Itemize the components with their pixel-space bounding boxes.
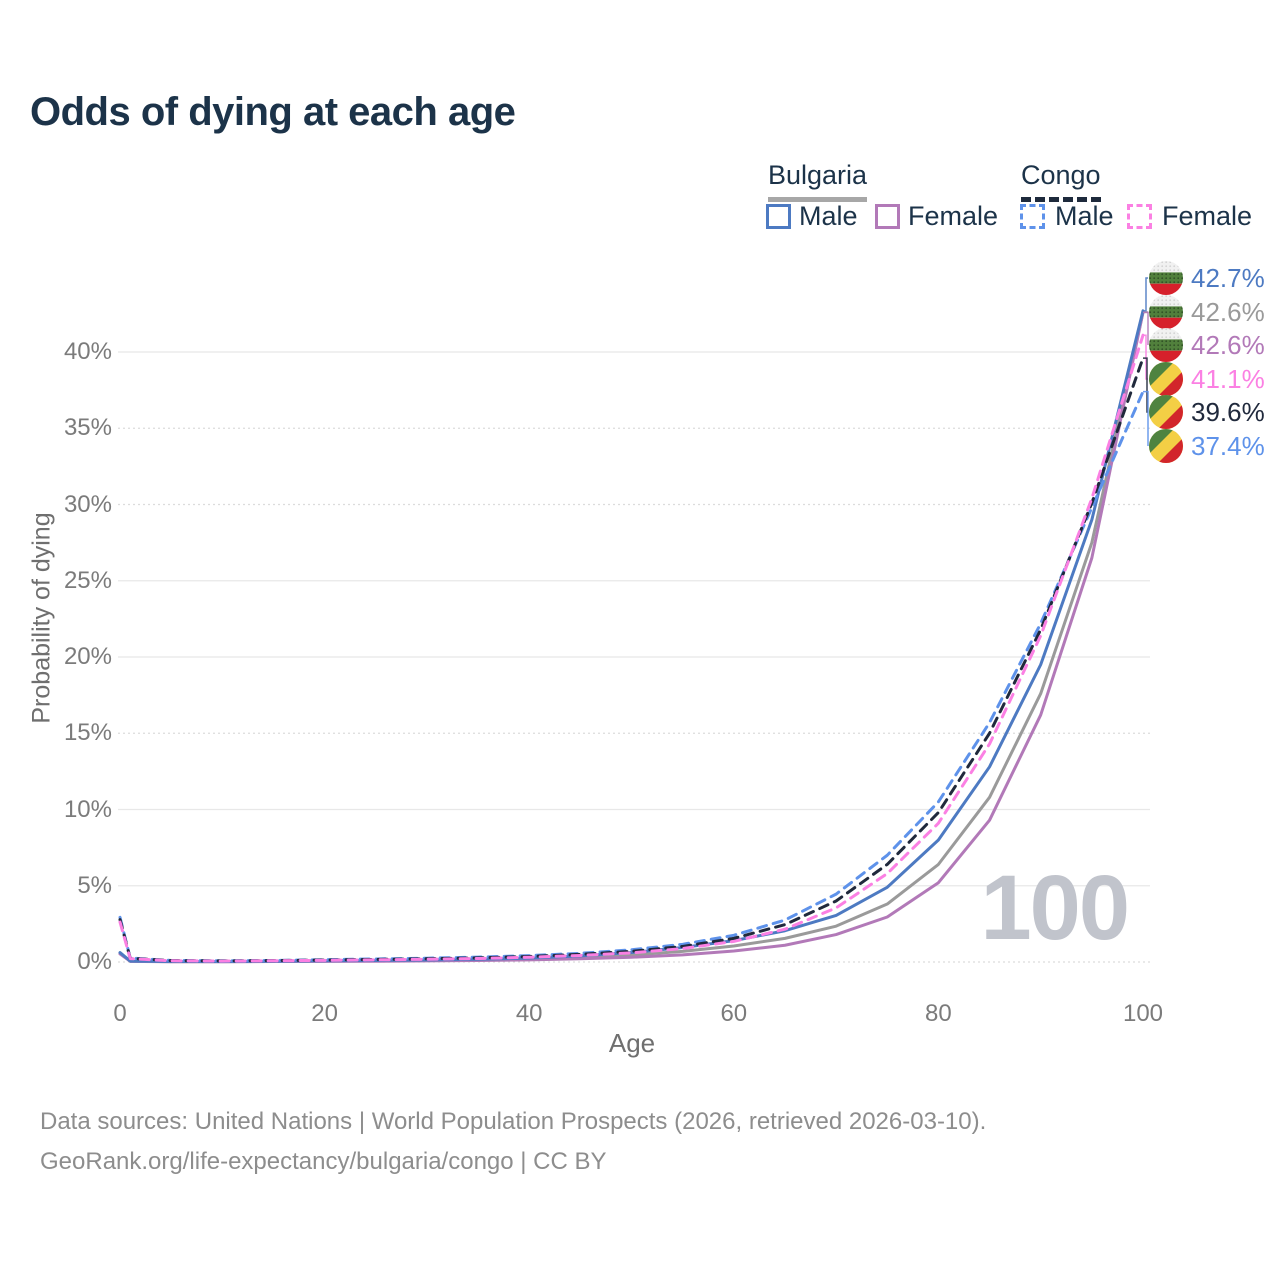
bulgaria-flag-icon — [1149, 261, 1183, 295]
end-label-bulgaria-male: 42.7% — [1149, 261, 1265, 295]
legend-label-bulgaria-male[interactable]: Male — [799, 201, 858, 231]
y-tick-label: 10% — [63, 795, 112, 823]
x-tick-label: 80 — [925, 1000, 952, 1027]
x-tick-label: 60 — [720, 1000, 748, 1027]
x-tick-label: 40 — [515, 1000, 543, 1027]
end-label-bulgaria-female: 42.6% — [1149, 328, 1265, 362]
bulgaria-flag-icon — [1149, 328, 1183, 362]
end-label-connector — [1143, 311, 1149, 345]
y-tick-label: 40% — [63, 338, 112, 365]
y-tick-label: 35% — [63, 414, 112, 442]
y-tick-label: 5% — [77, 871, 112, 899]
attribution-line: GeoRank.org/life-expectancy/bulgaria/con… — [40, 1148, 607, 1175]
legend-label-congo-male[interactable]: Male — [1055, 201, 1114, 231]
x-tick-label: 20 — [311, 1000, 338, 1027]
y-tick-label: 20% — [63, 643, 112, 670]
x-tick-label: 100 — [1122, 1000, 1164, 1027]
congo-flag-icon — [1149, 429, 1183, 463]
end-label-congo-male: 37.4% — [1149, 429, 1265, 463]
x-axis-title: Age — [608, 1028, 656, 1058]
x-tick-label: 0 — [113, 1000, 127, 1027]
legend-label-congo-female[interactable]: Female — [1162, 201, 1253, 231]
page-title: Odds of dying at each age — [30, 90, 516, 134]
congo-flag-icon — [1149, 362, 1183, 396]
legend-swatch-congo-female[interactable] — [1127, 204, 1152, 229]
end-label-connector — [1143, 334, 1148, 380]
age-watermark: 100 — [980, 857, 1131, 959]
y-tick-label: 30% — [63, 490, 112, 518]
y-axis-title: Probability of dying — [27, 512, 56, 724]
legend-swatch-congo-male[interactable] — [1020, 204, 1045, 229]
bulgaria-flag-icon — [1149, 295, 1183, 329]
legend-label-bulgaria-female[interactable]: Female — [908, 201, 999, 231]
congo-flag-icon — [1149, 395, 1183, 429]
legend-swatch-bulgaria-female[interactable] — [875, 204, 900, 229]
y-tick-label: 0% — [77, 948, 112, 975]
end-label-bulgaria-both: 42.6% — [1149, 295, 1265, 329]
end-label-connector — [1143, 357, 1148, 413]
y-tick-label: 15% — [63, 719, 112, 747]
y-tick-label: 25% — [63, 566, 112, 594]
legend-swatch-bulgaria-male[interactable] — [766, 204, 791, 229]
end-label-congo-female: 41.1% — [1149, 362, 1265, 396]
legend-group-congo: Congo — [1021, 160, 1101, 202]
end-label-connector — [1143, 277, 1148, 312]
end-label-congo-both: 39.6% — [1149, 395, 1265, 429]
data-source-line: Data sources: United Nations | World Pop… — [40, 1108, 987, 1135]
end-label-connector — [1143, 390, 1149, 446]
legend-group-bulgaria: Bulgaria — [768, 160, 868, 202]
